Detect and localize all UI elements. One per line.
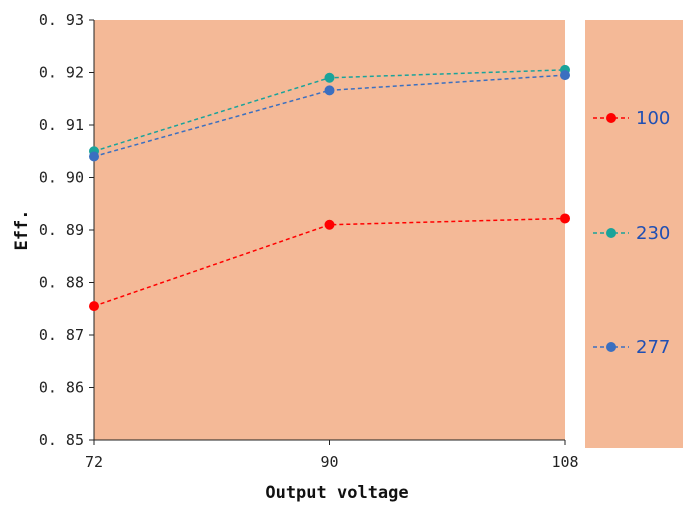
y-tick-label: 0. 91	[39, 116, 84, 134]
y-tick-label: 0. 92	[39, 64, 84, 82]
legend-label-100: 100	[636, 108, 670, 129]
series-layer	[89, 64, 570, 312]
legend: 100 230 277	[593, 108, 670, 358]
y-tick-label: 0. 90	[39, 169, 84, 187]
data-point-277	[324, 85, 335, 96]
plot-area	[94, 20, 565, 440]
x-tick-label: 108	[551, 453, 578, 471]
data-point-100	[324, 219, 335, 230]
y-tick-label: 0. 85	[39, 431, 84, 449]
y-tick-label: 0. 86	[39, 379, 84, 397]
x-ticks: 72 90 108	[85, 440, 579, 471]
data-point-230	[324, 72, 335, 83]
data-point-277	[89, 151, 99, 162]
y-tick-label: 0. 93	[39, 11, 84, 29]
x-axis-title: Output voltage	[265, 483, 408, 503]
legend-marker-230	[606, 228, 616, 238]
series-line-100	[93, 217, 566, 307]
x-tick-label: 90	[320, 453, 338, 471]
legend-label-277: 277	[636, 337, 670, 358]
y-ticks: 0. 85 0. 86 0. 87 0. 88 0. 89 0. 90 0. 91 0. 92…	[39, 11, 94, 449]
series-line-277	[93, 74, 566, 158]
data-point-277	[560, 70, 570, 81]
legend-marker-277	[606, 342, 616, 352]
data-point-100	[89, 301, 99, 312]
legend-box	[585, 20, 683, 448]
y-axis-title: Eff.	[12, 210, 32, 251]
y-tick-label: 0. 89	[39, 221, 84, 239]
x-tick-label: 72	[85, 453, 103, 471]
y-tick-label: 0. 87	[39, 326, 84, 344]
legend-marker-100	[606, 113, 616, 123]
data-point-100	[560, 213, 570, 224]
y-tick-label: 0. 88	[39, 274, 84, 292]
legend-label-230: 230	[636, 223, 670, 244]
